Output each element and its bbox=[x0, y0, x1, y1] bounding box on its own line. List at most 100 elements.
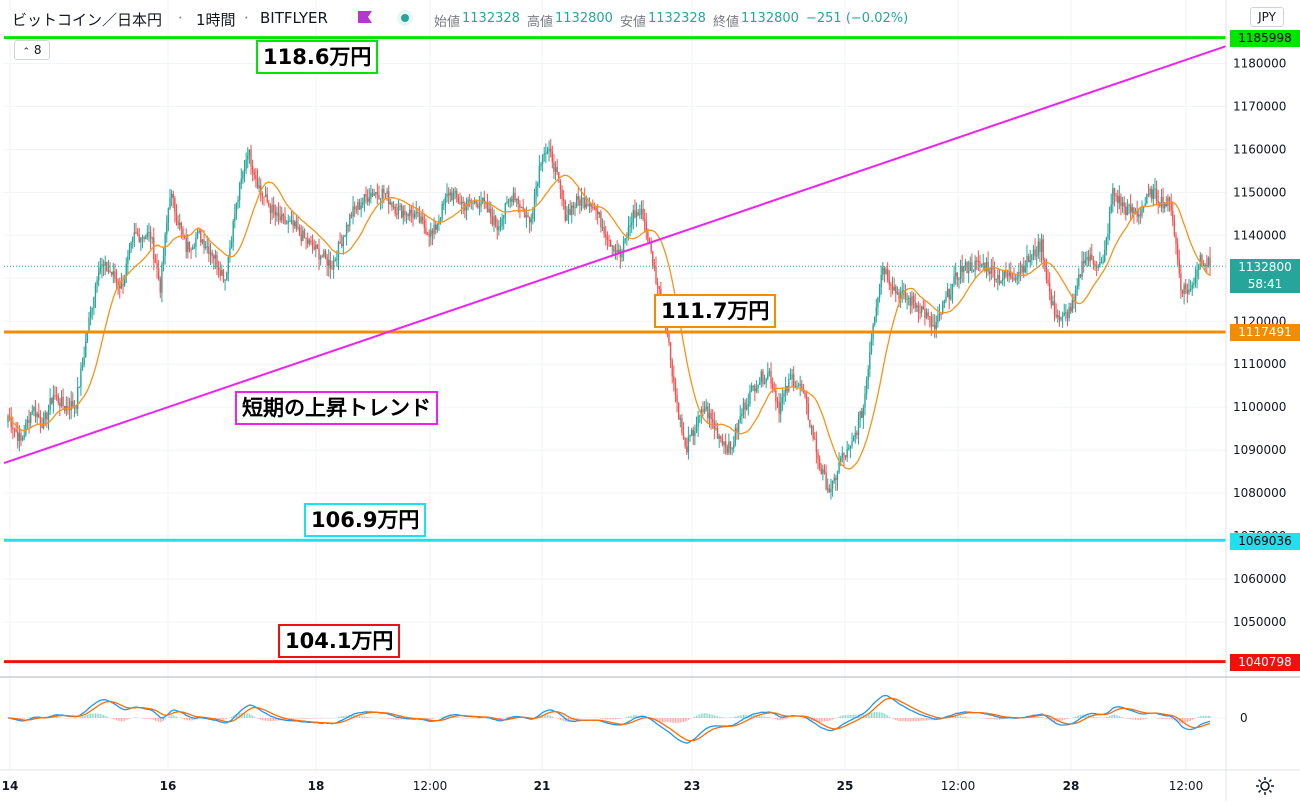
candle-body bbox=[736, 427, 738, 433]
candle-body bbox=[145, 236, 147, 240]
candle-body bbox=[805, 396, 808, 404]
candle-body bbox=[86, 333, 89, 342]
y-tick-label: 1170000 bbox=[1233, 99, 1286, 113]
candle-body bbox=[499, 226, 502, 228]
candle-body bbox=[149, 232, 152, 239]
candle-body bbox=[763, 382, 766, 384]
interval-label[interactable]: 1時間 bbox=[196, 11, 236, 29]
candle-body bbox=[537, 183, 539, 187]
candle-body bbox=[974, 260, 976, 271]
candle-body bbox=[430, 230, 432, 237]
candle-body bbox=[554, 167, 557, 172]
annotation-level-low[interactable]: 106.9万円 bbox=[304, 503, 427, 537]
candle-body bbox=[1105, 238, 1108, 250]
candle-body bbox=[793, 374, 795, 386]
separator: · bbox=[178, 9, 183, 27]
settings-gear-icon[interactable] bbox=[1255, 776, 1275, 796]
candle-body bbox=[337, 241, 340, 260]
candle-body bbox=[1193, 283, 1195, 285]
candle-body bbox=[744, 402, 746, 410]
x-tick-label: 25 bbox=[837, 779, 854, 793]
candle-body bbox=[846, 448, 848, 458]
candle-body bbox=[1199, 255, 1202, 266]
candle-body bbox=[559, 181, 562, 190]
candle-body bbox=[379, 198, 382, 200]
candle-body bbox=[912, 296, 915, 303]
annotation-level-bottom[interactable]: 104.1万円 bbox=[278, 624, 401, 658]
candle-body bbox=[875, 307, 878, 317]
candle-body bbox=[515, 198, 518, 201]
symbol-title[interactable]: ビットコイン／日本円 bbox=[12, 11, 163, 29]
candle-body bbox=[747, 404, 750, 406]
candle-body bbox=[577, 196, 579, 200]
candle-body bbox=[107, 270, 110, 272]
candle-body bbox=[775, 390, 777, 402]
flag-icon[interactable] bbox=[356, 10, 374, 28]
candle-body bbox=[138, 234, 140, 242]
candle-body bbox=[692, 429, 694, 437]
y-tick-label: 1180000 bbox=[1233, 56, 1286, 70]
candle-body bbox=[331, 268, 333, 270]
candle-body bbox=[899, 292, 902, 300]
y-tick-label: 1050000 bbox=[1233, 615, 1286, 629]
candle-body bbox=[1034, 249, 1036, 257]
candle-body bbox=[415, 212, 417, 214]
candle-body bbox=[922, 306, 924, 309]
indicators-toggle-button[interactable]: ⌃ 8 bbox=[14, 40, 50, 60]
candle-body bbox=[410, 209, 413, 214]
candle-body bbox=[1037, 241, 1040, 256]
candle-body bbox=[942, 303, 944, 315]
candle-body bbox=[315, 244, 317, 250]
candle-body bbox=[723, 441, 725, 446]
annotation-level-mid[interactable]: 111.7万円 bbox=[654, 294, 777, 328]
candle-body bbox=[989, 271, 991, 274]
candle-body bbox=[1006, 275, 1009, 277]
candle-body bbox=[93, 297, 95, 308]
candle-body bbox=[1018, 271, 1020, 277]
candle-body bbox=[927, 312, 929, 317]
candle-body bbox=[645, 221, 647, 232]
candle-body bbox=[245, 159, 247, 169]
candle-body bbox=[622, 240, 625, 252]
candle-body bbox=[294, 221, 296, 227]
candle-body bbox=[400, 205, 403, 218]
close-label: 終値 bbox=[713, 15, 740, 30]
y-tick-label: 1150000 bbox=[1233, 185, 1286, 199]
candle-body bbox=[1047, 279, 1049, 283]
candle-body bbox=[431, 230, 434, 235]
candle-body bbox=[789, 378, 792, 380]
candle-body bbox=[1060, 317, 1062, 320]
candle-body bbox=[10, 418, 12, 428]
exchange-label[interactable]: BITFLYER bbox=[260, 9, 328, 27]
candle-body bbox=[123, 277, 126, 286]
candle-body bbox=[1170, 200, 1172, 211]
candle-body bbox=[501, 218, 503, 227]
candle-body bbox=[13, 429, 16, 431]
candle-body bbox=[507, 201, 510, 203]
annotation-level-top[interactable]: 118.6万円 bbox=[256, 40, 379, 74]
candle-body bbox=[342, 236, 345, 246]
candle-body bbox=[668, 334, 670, 343]
candle-body bbox=[1091, 254, 1093, 260]
candle-body bbox=[733, 443, 735, 449]
candle-body bbox=[959, 265, 962, 279]
candle-body bbox=[830, 488, 832, 493]
candle-body bbox=[977, 261, 980, 263]
candle-body bbox=[120, 283, 123, 289]
candle-body bbox=[480, 202, 482, 207]
candle-body bbox=[266, 194, 268, 203]
annotation-trend[interactable]: 短期の上昇トレンド bbox=[235, 391, 438, 425]
candle-body bbox=[485, 202, 487, 204]
candle-body bbox=[815, 438, 818, 453]
candle-body bbox=[20, 433, 22, 441]
candle-body bbox=[51, 398, 53, 404]
candle-body bbox=[285, 223, 288, 225]
candle-body bbox=[956, 272, 959, 280]
signal-line bbox=[8, 697, 1211, 742]
candle-body bbox=[550, 148, 552, 152]
candle-body bbox=[901, 290, 903, 293]
candle-body bbox=[162, 255, 165, 265]
currency-button[interactable]: JPY bbox=[1250, 7, 1284, 27]
candle-body bbox=[1165, 202, 1167, 206]
